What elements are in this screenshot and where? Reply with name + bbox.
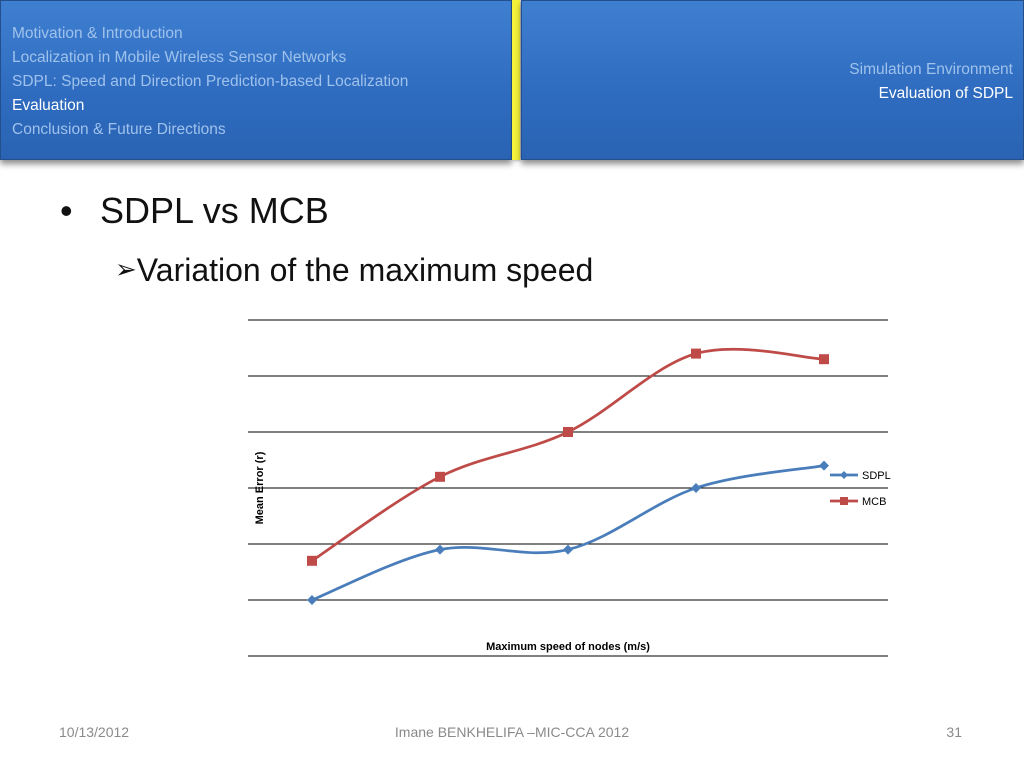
- point-mcb-4: [691, 348, 701, 359]
- point-sdpl-5: [819, 460, 829, 471]
- x-axis-title: Maximum speed of nodes (m/s): [486, 641, 650, 653]
- point-mcb-2: [435, 471, 445, 482]
- nav-item-motivation[interactable]: Motivation & Introduction: [12, 25, 183, 42]
- nav-item-evaluation-of-sdpl[interactable]: Evaluation of SDPL: [878, 85, 1013, 102]
- subsection-nav-list: Simulation Environment Evaluation of SDP…: [849, 58, 1013, 106]
- y-axis-title: Mean Error (r): [254, 451, 266, 524]
- legend-label-mcb: MCB: [862, 496, 886, 508]
- nav-divider: [512, 0, 520, 160]
- series-line-mcb: [311, 347, 825, 562]
- sub-bullet-text: Variation of the maximum speed: [136, 252, 594, 288]
- footer-author: Imane BENKHELIFA –MIC-CCA 2012: [394, 724, 630, 740]
- nav-item-conclusion[interactable]: Conclusion & Future Directions: [12, 121, 226, 138]
- bullet-heading: • SDPL vs MCB: [60, 190, 329, 232]
- point-sdpl-1: [307, 595, 317, 605]
- legend-label-sdpl: SDPL: [862, 470, 891, 482]
- bullet-dot-icon: •: [60, 190, 73, 231]
- nav-item-evaluation[interactable]: Evaluation: [12, 97, 85, 114]
- legend-marker-sdpl: [840, 471, 848, 479]
- point-sdpl-2: [435, 544, 445, 555]
- point-mcb-3: [563, 427, 573, 437]
- nav-panel-subsections: Simulation Environment Evaluation of SDP…: [521, 0, 1024, 160]
- footer-date: 10/13/2012: [59, 724, 130, 740]
- series-line-sdpl: [311, 464, 825, 602]
- nav-panel-sections: Motivation & Introduction Localization i…: [0, 0, 512, 160]
- point-sdpl-3: [563, 544, 573, 555]
- section-nav-list: Motivation & Introduction Localization i…: [12, 22, 408, 142]
- footer-page-number: 31: [946, 724, 962, 740]
- nav-item-simulation-environment[interactable]: Simulation Environment: [849, 61, 1013, 78]
- bullet-text: SDPL vs MCB: [100, 190, 329, 231]
- point-mcb-1: [307, 555, 317, 566]
- arrow-bullet-icon: ➢: [115, 254, 137, 284]
- nav-item-localization[interactable]: Localization in Mobile Wireless Sensor N…: [12, 49, 347, 66]
- point-sdpl-4: [691, 483, 701, 493]
- nav-item-sdpl[interactable]: SDPL: Speed and Direction Prediction-bas…: [12, 73, 409, 90]
- legend-marker-mcb: [840, 497, 848, 505]
- point-mcb-5: [819, 354, 829, 365]
- sub-bullet: ➢Variation of the maximum speed: [115, 252, 593, 289]
